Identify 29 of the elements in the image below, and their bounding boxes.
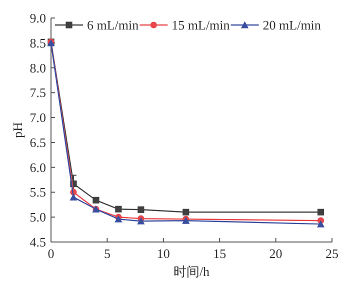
y-tick-label: 4.5 xyxy=(30,234,46,250)
legend-label: 15 mL/min xyxy=(172,18,230,32)
y-tick-label: 6.0 xyxy=(30,160,46,175)
y-tick-label: 8.5 xyxy=(30,35,46,50)
y-tick-label: 5.5 xyxy=(30,184,46,200)
y-tick-label: 7.5 xyxy=(30,85,46,100)
y-tick-label: 5.0 xyxy=(30,210,46,225)
x-tick-label: 25 xyxy=(326,246,338,261)
x-tick-label: 10 xyxy=(156,246,170,261)
point xyxy=(138,206,144,213)
x-axis-title: 时间/h xyxy=(173,264,210,279)
point xyxy=(137,217,145,224)
y-tick-label: 7.0 xyxy=(30,110,46,126)
point xyxy=(70,193,78,200)
y-axis-title: pH xyxy=(10,122,25,138)
y-tick-label: 6.5 xyxy=(30,134,46,150)
legend-label: 6 mL/min xyxy=(87,18,140,32)
point xyxy=(182,208,190,216)
point xyxy=(317,208,324,216)
x-tick-label: 0 xyxy=(48,246,54,261)
y-tick-label: 9.0 xyxy=(30,10,46,26)
y-tick-label: 8.0 xyxy=(30,60,46,76)
x-tick-label: 20 xyxy=(269,246,282,261)
point xyxy=(92,196,100,204)
x-tick-label: 15 xyxy=(213,246,226,261)
legend-label: 20 mL/min xyxy=(262,18,322,32)
point xyxy=(316,220,325,228)
point xyxy=(115,206,122,212)
x-tick-label: 5 xyxy=(104,246,110,261)
